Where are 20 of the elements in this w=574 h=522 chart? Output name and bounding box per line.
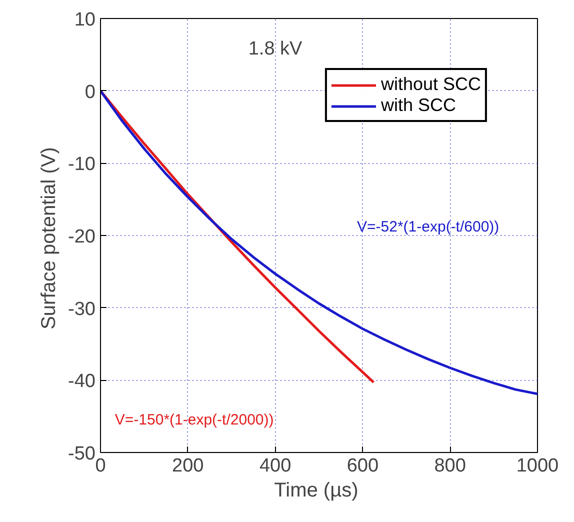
y-tick-label: 10 xyxy=(74,10,96,30)
x-tick-label: 800 xyxy=(434,456,466,476)
legend-label: without SCC xyxy=(380,74,481,95)
x-tick-label: 200 xyxy=(172,456,204,476)
line-series xyxy=(100,90,538,396)
x-tick-label: 1000 xyxy=(516,456,559,476)
y-tick-label: -40 xyxy=(68,371,96,392)
annotation: 1.8 kV xyxy=(248,38,303,60)
y-tick-label: -50 xyxy=(68,444,96,464)
y-tick-label: -30 xyxy=(68,298,96,320)
x-tick-label: 400 xyxy=(259,456,292,476)
y-axis-title: Surface potential (V) xyxy=(38,147,60,330)
annotation: V=-52*(1-exp(-t/600)) xyxy=(357,218,500,236)
y-tick-label: -10 xyxy=(68,154,96,176)
annotation: V=-150*(1-exp(-t/2000)) xyxy=(114,411,274,428)
x-tick-label: 600 xyxy=(346,456,379,476)
x-axis-title: Time (µs) xyxy=(274,480,358,502)
y-tick-label: -20 xyxy=(68,226,96,248)
legend-label: with SCC xyxy=(380,95,456,116)
y-tick-label: 0 xyxy=(84,82,96,103)
